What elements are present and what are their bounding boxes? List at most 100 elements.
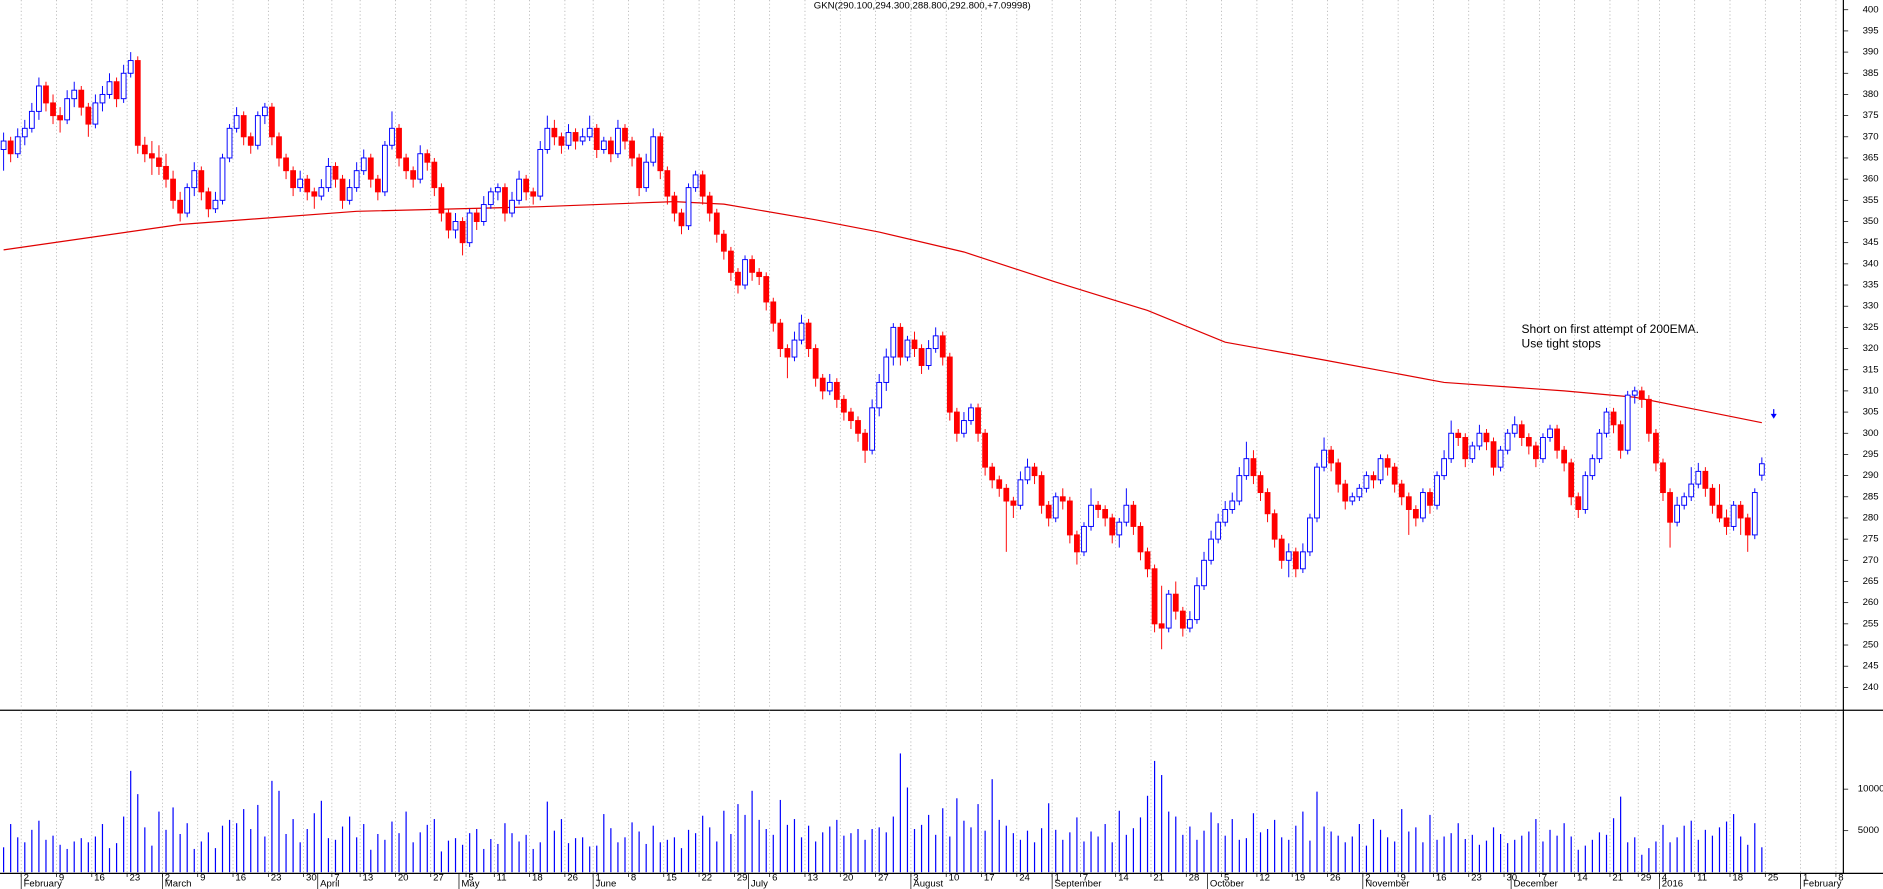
candle-body <box>1059 496 1066 502</box>
x-tick-label: 14 <box>1577 873 1588 884</box>
candle-body <box>438 187 445 214</box>
candle-body <box>149 153 155 159</box>
candle-body <box>1525 437 1532 447</box>
candle-body <box>1215 521 1222 540</box>
candle-body <box>1010 500 1017 506</box>
candle-body <box>1243 458 1250 477</box>
candle-body <box>1229 500 1236 510</box>
candle-body <box>1236 475 1243 502</box>
x-tick-label: 23 <box>271 873 282 884</box>
candle-body <box>339 178 346 201</box>
candle-body <box>431 161 438 189</box>
candle-body <box>1434 475 1440 506</box>
month-label: October <box>1210 879 1245 889</box>
candle-body <box>946 356 953 413</box>
candle-body <box>127 60 134 74</box>
y-tick-label: 370 <box>1863 131 1879 142</box>
x-tick-label: 7 <box>334 873 339 884</box>
candle-body <box>1681 496 1688 506</box>
candle-body <box>1088 504 1094 527</box>
candle-body <box>212 199 219 210</box>
candle-body <box>1116 521 1123 536</box>
x-tick-label: 20 <box>843 873 854 884</box>
candle-body <box>798 322 805 341</box>
candle-body <box>650 136 657 163</box>
candle-body <box>1264 492 1271 515</box>
x-tick-label: 22 <box>701 873 712 884</box>
x-tick-label: 18 <box>1732 873 1743 884</box>
candle-body <box>1737 504 1744 519</box>
candle-body <box>495 187 501 193</box>
candle-body <box>1391 466 1398 485</box>
candle-body <box>64 98 71 121</box>
y-tick-label: 10000 <box>1858 784 1883 795</box>
candle-body <box>1497 449 1504 468</box>
x-tick-label: 16 <box>94 873 105 884</box>
candle-body <box>1624 394 1631 451</box>
x-tick-label: 5 <box>468 873 473 884</box>
candle-body <box>975 407 981 434</box>
candle-body <box>1398 483 1405 498</box>
y-tick-label: 265 <box>1863 576 1879 587</box>
y-tick-label: 280 <box>1863 512 1879 523</box>
candle-body <box>7 140 14 155</box>
candle-body <box>685 187 692 227</box>
candle-body <box>325 165 332 189</box>
candle-body <box>1038 475 1045 506</box>
candle-body <box>261 106 268 117</box>
candle-body <box>1448 432 1455 460</box>
candle-body <box>198 170 205 193</box>
x-tick-label: 13 <box>807 873 818 884</box>
candle-body <box>615 127 621 155</box>
candle-body <box>869 407 876 451</box>
month-label: February <box>24 879 63 889</box>
candle-body <box>544 127 551 150</box>
candle-body <box>1370 475 1377 481</box>
candle-body <box>876 381 883 409</box>
candle-body <box>996 479 1003 489</box>
candle-body <box>1017 479 1024 506</box>
x-tick-label: 9 <box>59 873 64 884</box>
candle-body <box>537 149 544 197</box>
candle-body <box>1299 551 1306 570</box>
candle-body <box>1179 610 1186 629</box>
candle-body <box>1568 462 1575 498</box>
candle-body <box>353 170 360 189</box>
x-tick-label: 24 <box>1019 873 1030 884</box>
candle-body <box>502 187 508 214</box>
candle-body <box>784 348 791 358</box>
candle-body <box>57 115 63 121</box>
candle-body <box>1257 475 1264 494</box>
candle-body <box>290 170 296 189</box>
month-label: May <box>461 879 479 889</box>
candle-body <box>961 420 967 434</box>
candle-body <box>233 115 240 129</box>
candle-body <box>410 170 417 180</box>
x-tick-label: 30 <box>306 873 317 884</box>
y-tick-label: 285 <box>1863 491 1879 502</box>
candle-body <box>558 136 565 146</box>
candle-body <box>1455 432 1462 438</box>
candle-body <box>1504 432 1511 451</box>
candle-body <box>1441 458 1447 477</box>
candle-body <box>1208 538 1214 561</box>
candle-body <box>1405 496 1412 510</box>
candle-body <box>1695 470 1702 485</box>
candle-body <box>953 411 960 434</box>
candle-body <box>1003 487 1010 502</box>
candle-body <box>989 466 996 481</box>
candle-body <box>0 140 7 150</box>
x-tick-label: 29 <box>737 873 748 884</box>
candle-body <box>120 72 127 100</box>
candle-body <box>1095 504 1101 510</box>
y-tick-label: 250 <box>1863 640 1879 651</box>
y-tick-label: 325 <box>1863 322 1879 333</box>
candle-body <box>1582 475 1589 510</box>
x-tick-label: 11 <box>497 873 507 884</box>
x-tick-label: 27 <box>878 873 889 884</box>
candle-body <box>1335 462 1342 485</box>
chart-title: GKN(290.100,294.300,288.800,292.800,+7.0… <box>814 1 1031 12</box>
x-tick-label: 18 <box>532 873 543 884</box>
candle-body <box>1151 568 1158 625</box>
